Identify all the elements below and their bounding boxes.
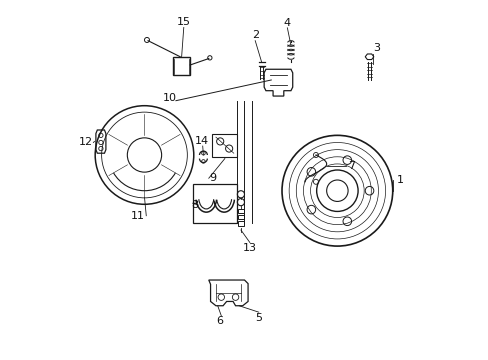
Text: 13: 13 — [243, 243, 256, 253]
Text: 7: 7 — [347, 161, 354, 171]
Text: 9: 9 — [208, 173, 216, 183]
Text: 10: 10 — [162, 93, 176, 103]
Text: 12: 12 — [78, 138, 92, 148]
Text: 3: 3 — [372, 43, 379, 53]
Bar — [192, 184, 237, 223]
Text: 15: 15 — [176, 17, 190, 27]
Text: 11: 11 — [130, 211, 144, 221]
Bar — [173, 57, 190, 75]
Bar — [212, 134, 237, 157]
Text: 6: 6 — [216, 316, 223, 326]
Text: 2: 2 — [251, 30, 258, 40]
Bar — [237, 208, 244, 213]
Bar — [237, 221, 244, 226]
Text: 14: 14 — [194, 136, 208, 146]
Bar — [237, 215, 244, 219]
Text: 1: 1 — [396, 175, 403, 185]
Text: 5: 5 — [255, 312, 262, 323]
Text: 4: 4 — [283, 18, 290, 28]
Text: 8: 8 — [190, 200, 198, 210]
